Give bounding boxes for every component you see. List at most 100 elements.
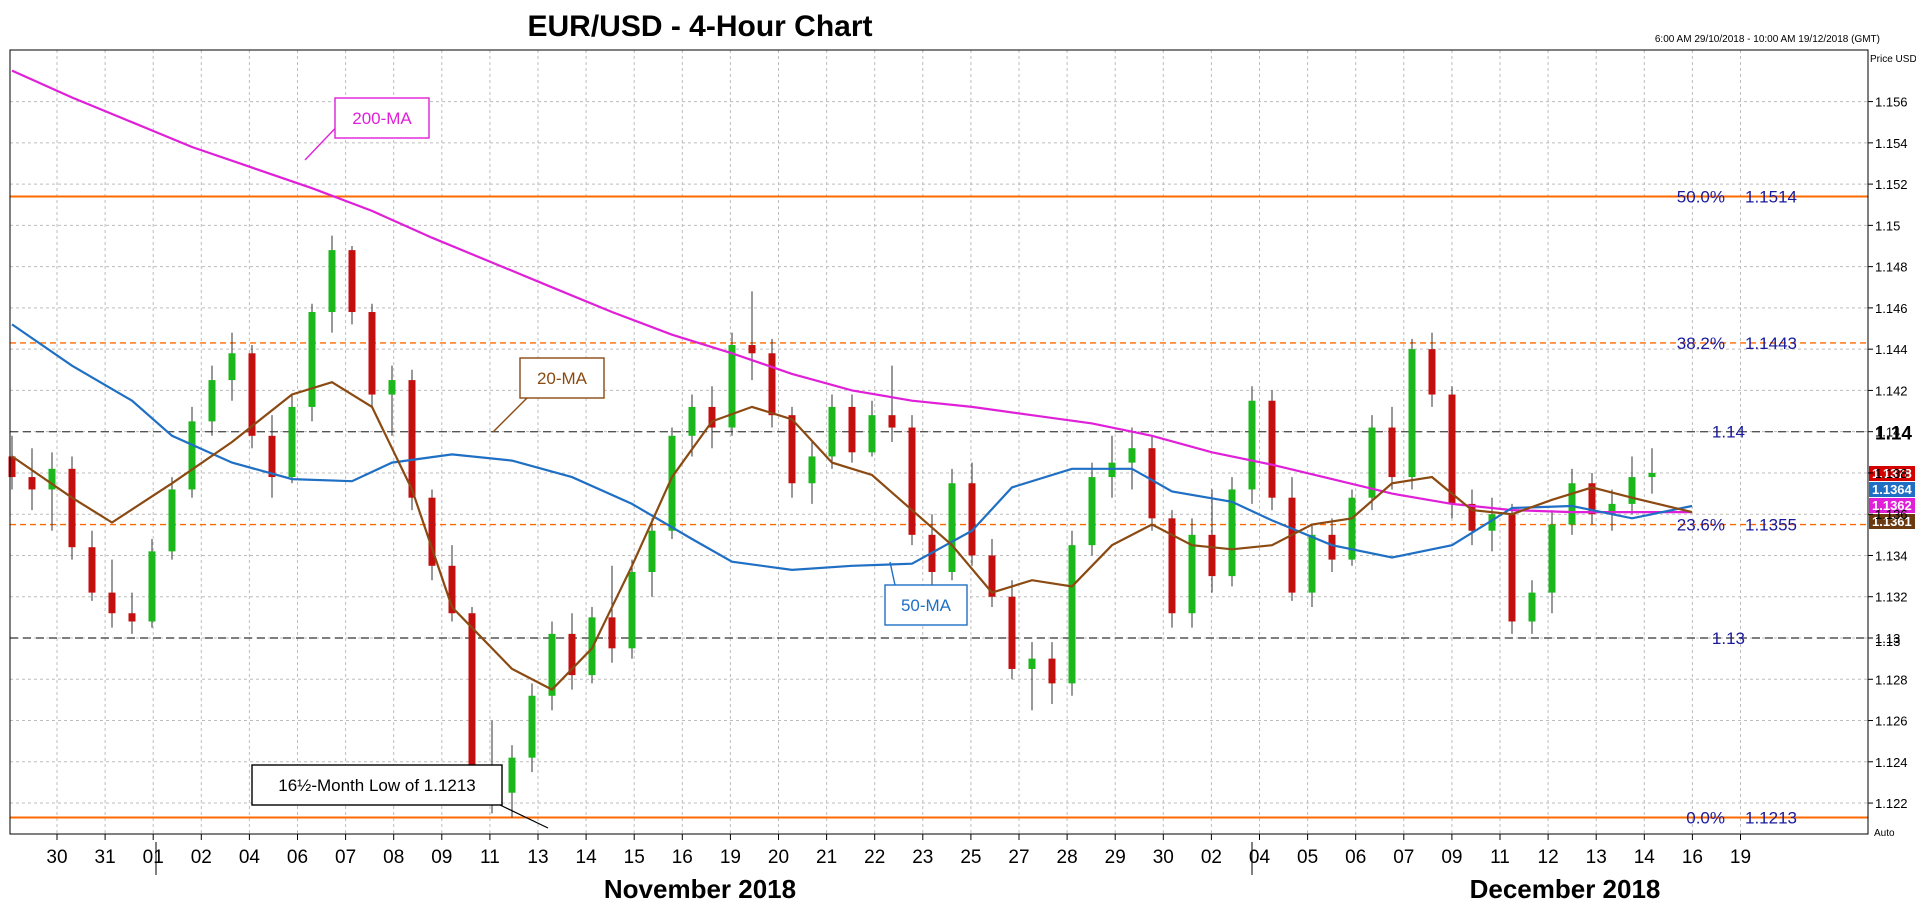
candle-body xyxy=(1428,349,1436,395)
candle xyxy=(1388,406,1396,490)
candle-body xyxy=(548,633,556,696)
candle-body xyxy=(888,415,896,428)
x-tick-label: 14 xyxy=(576,847,598,868)
x-tick-label: 12 xyxy=(1538,847,1559,868)
candle-body xyxy=(148,551,156,622)
candle-body xyxy=(1148,448,1156,519)
candle-body xyxy=(308,312,316,407)
candle xyxy=(808,442,816,504)
candle-body xyxy=(1548,524,1556,593)
candle-body xyxy=(1648,472,1656,478)
x-tick-label: 30 xyxy=(46,847,67,868)
candle xyxy=(208,365,216,436)
candle xyxy=(1508,503,1516,634)
candle-body xyxy=(728,345,736,428)
x-tick-label: 31 xyxy=(95,847,116,868)
y-tick-label: 1.15 xyxy=(1875,218,1900,233)
candle xyxy=(1628,456,1636,515)
x-tick-label: 06 xyxy=(287,847,308,868)
ma-line-20-ma xyxy=(11,381,1693,691)
candle-body xyxy=(1188,534,1196,614)
fib-level-value: 1.1443 xyxy=(1745,334,1797,353)
ma50-leader xyxy=(889,561,896,586)
candle xyxy=(548,621,556,711)
candle xyxy=(1208,489,1216,593)
low-leader xyxy=(499,804,549,829)
candle xyxy=(368,303,376,407)
candle-body xyxy=(968,483,976,556)
x-tick-label: 08 xyxy=(383,847,404,868)
candle-body xyxy=(1328,534,1336,560)
x-tick-label: 02 xyxy=(191,847,212,868)
candle-body xyxy=(408,380,416,498)
ma-line-50-ma xyxy=(11,323,1693,572)
fib-level-pct: 0.0% xyxy=(1686,808,1725,827)
candle xyxy=(1408,338,1416,490)
candle-body xyxy=(868,415,876,453)
candle xyxy=(468,607,476,779)
ma-line-200-ma xyxy=(11,69,1692,514)
price-axis-label: Price USD xyxy=(1870,54,1916,65)
x-tick-label: 15 xyxy=(624,847,645,868)
fib-level-value: 1.1355 xyxy=(1745,516,1797,535)
candle xyxy=(1268,390,1276,511)
candle-body xyxy=(1568,483,1576,525)
x-tick-label: 21 xyxy=(816,847,837,868)
candle-body xyxy=(788,415,796,484)
candle-body xyxy=(948,483,956,572)
x-tick-label: 16 xyxy=(672,847,693,868)
candle xyxy=(1288,477,1296,601)
horizontal-levels: 50.0% 1.1514 38.2% 1.1443 23.6% 1.1355 0.0% 1.1… xyxy=(10,187,1912,827)
candle-body xyxy=(388,380,396,395)
x-tick-label: 19 xyxy=(1730,847,1751,868)
fib-level-value: 1.1213 xyxy=(1745,808,1797,827)
candle xyxy=(268,415,276,498)
candle-body xyxy=(1508,514,1516,622)
x-tick-label: 05 xyxy=(1297,847,1318,868)
y-tick-label: 1.14 xyxy=(1875,425,1900,440)
candle-body xyxy=(608,617,616,649)
candle xyxy=(908,415,916,546)
candle-body xyxy=(368,312,376,395)
candle xyxy=(1588,472,1596,525)
candle-body xyxy=(228,353,236,381)
candle-body xyxy=(348,250,356,313)
ma20-leader xyxy=(492,394,531,433)
candle-body xyxy=(568,633,576,676)
candle xyxy=(1008,580,1016,680)
candle xyxy=(1308,524,1316,608)
candle-body xyxy=(1288,497,1296,593)
candle-body xyxy=(1208,534,1216,577)
x-tick-label: 02 xyxy=(1201,847,1222,868)
x-tick-label: 27 xyxy=(1008,847,1029,868)
candle xyxy=(148,538,156,628)
month-label: November 2018 xyxy=(604,874,796,904)
candle xyxy=(688,394,696,457)
candle xyxy=(1128,427,1136,490)
x-tick-label: 16 xyxy=(1682,847,1703,868)
candle-body xyxy=(1308,534,1316,593)
candle xyxy=(1468,489,1476,546)
y-tick-label: 1.138 xyxy=(1875,466,1908,481)
ma20-callout-label: 20-MA xyxy=(537,369,588,388)
y-tick-label: 1.128 xyxy=(1875,672,1908,687)
x-tick-label: 13 xyxy=(527,847,548,868)
x-tick-label: 04 xyxy=(1249,847,1271,868)
price-badge-label: 1.1378 xyxy=(1872,466,1912,481)
y-tick-label: 1.148 xyxy=(1875,260,1908,275)
price-badge-label: 1.1361 xyxy=(1872,514,1912,529)
candle xyxy=(528,683,536,773)
candle xyxy=(1248,386,1256,504)
x-tick-label: 09 xyxy=(431,847,452,868)
candle xyxy=(788,406,796,498)
candle xyxy=(868,400,876,457)
month-label: December 2018 xyxy=(1470,874,1661,904)
candle-body xyxy=(108,592,116,614)
candle xyxy=(1548,510,1556,614)
candle-body xyxy=(1268,400,1276,498)
fib-level-pct: 23.6% xyxy=(1677,516,1725,535)
ma200-callout-box xyxy=(334,97,430,139)
x-tick-label: 19 xyxy=(720,847,741,868)
fib-level-pct: 50.0% xyxy=(1677,187,1725,206)
